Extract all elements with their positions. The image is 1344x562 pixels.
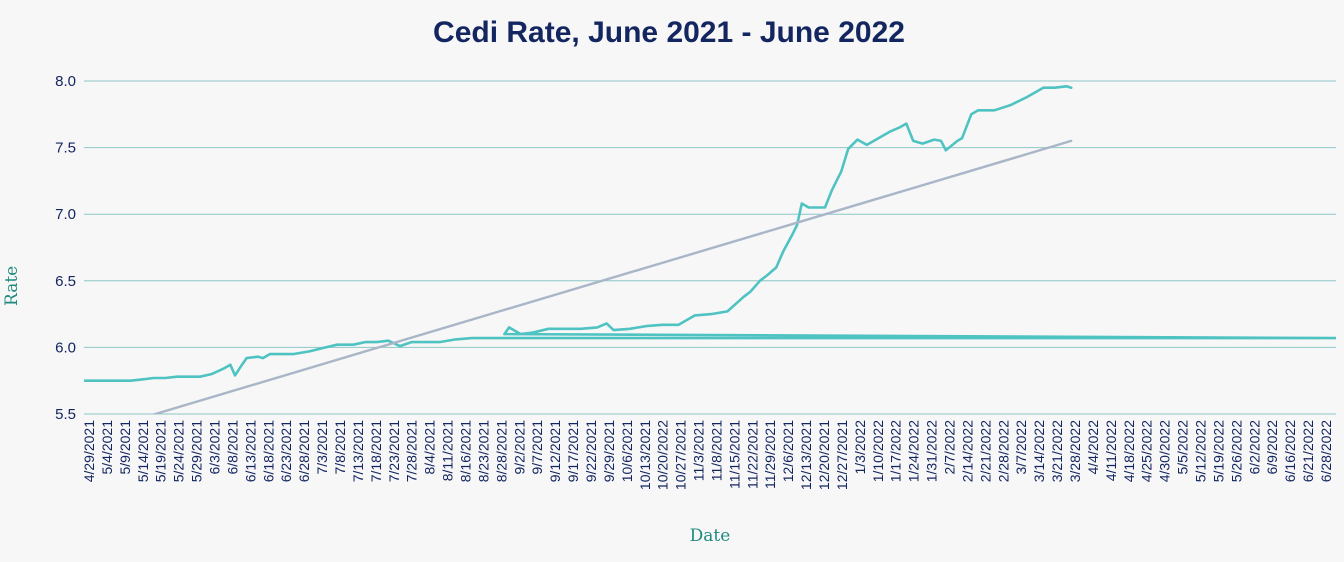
plot-area <box>84 85 1336 414</box>
x-tick-label: 4/29/2021 <box>81 420 97 482</box>
rate-series-line <box>84 85 1336 383</box>
x-tick-label: 5/26/2022 <box>1228 420 1244 482</box>
x-tick-label: 4/25/2022 <box>1139 420 1155 482</box>
x-tick-label: 12/20/2021 <box>816 420 832 490</box>
x-tick-label: 4/11/2022 <box>1103 420 1119 481</box>
x-tick-label: 1/10/2022 <box>870 420 886 482</box>
x-tick-label: 9/22/2021 <box>583 420 599 482</box>
y-tick-label: 8.0 <box>55 73 76 90</box>
x-tick-label: 6/23/2021 <box>278 420 294 482</box>
x-tick-label: 6/13/2021 <box>242 420 258 482</box>
y-tick-label: 6.5 <box>55 273 76 290</box>
x-tick-label: 5/5/2022 <box>1175 420 1191 475</box>
x-tick-label: 4/30/2022 <box>1157 420 1173 482</box>
x-tick-label: 6/2/2022 <box>1246 420 1262 475</box>
x-tick-label: 7/18/2021 <box>368 420 384 482</box>
x-tick-label: 9/29/2021 <box>601 420 617 482</box>
x-tick-label: 3/7/2022 <box>1013 420 1029 475</box>
x-tick-label: 2/7/2022 <box>942 420 958 475</box>
x-tick-label: 6/9/2022 <box>1264 420 1280 475</box>
x-tick-label: 6/3/2021 <box>207 420 223 475</box>
x-tick-label: 8/11/2021 <box>440 420 456 481</box>
x-tick-label: 12/27/2021 <box>834 420 850 490</box>
x-tick-label: 1/17/2022 <box>888 420 904 482</box>
x-tick-label: 7/13/2021 <box>350 420 366 482</box>
x-tick-label: 1/3/2022 <box>852 420 868 475</box>
x-tick-label: 11/29/2021 <box>762 420 778 489</box>
y-tick-label: 7.0 <box>55 206 76 223</box>
x-tick-label: 11/3/2021 <box>691 420 707 481</box>
x-tick-label: 10/13/2021 <box>637 420 653 490</box>
x-tick-label: 9/17/2021 <box>565 420 581 482</box>
x-tick-label: 5/9/2021 <box>117 420 133 475</box>
x-tick-label: 5/19/2021 <box>153 420 169 482</box>
x-tick-label: 5/4/2021 <box>99 420 115 475</box>
x-tick-label: 8/28/2021 <box>493 420 509 482</box>
x-tick-label: 1/24/2022 <box>906 420 922 482</box>
x-tick-label: 6/21/2022 <box>1300 420 1316 482</box>
x-tick-label: 5/12/2022 <box>1193 420 1209 482</box>
gridlines <box>84 80 1336 415</box>
x-tick-label: 10/6/2021 <box>619 420 635 482</box>
x-tick-label: 10/20/2022 <box>655 420 671 490</box>
x-tick-label: 6/18/2021 <box>260 420 276 482</box>
x-tick-label: 2/14/2022 <box>959 420 975 482</box>
x-tick-label: 9/12/2021 <box>547 420 563 482</box>
y-tick-label: 5.5 <box>55 406 76 423</box>
x-tick-label: 9/7/2021 <box>529 420 545 475</box>
x-tick-label: 11/22/2021 <box>744 420 760 489</box>
chart-title: Cedi Rate, June 2021 - June 2022 <box>433 16 905 49</box>
x-tick-label: 8/16/2021 <box>458 420 474 482</box>
y-axis-ticks: 5.5 6.0 6.5 7.0 7.5 8.0 <box>55 73 76 423</box>
x-tick-label: 12/6/2021 <box>780 420 796 482</box>
y-tick-label: 7.5 <box>55 140 76 157</box>
y-tick-label: 6.0 <box>55 339 76 356</box>
x-tick-label: 2/28/2022 <box>995 420 1011 482</box>
x-tick-label: 11/8/2021 <box>709 420 725 481</box>
x-tick-label: 1/31/2022 <box>924 420 940 482</box>
x-tick-label: 2/21/2022 <box>977 420 993 482</box>
x-tick-label: 7/8/2021 <box>332 420 348 475</box>
trendline <box>151 139 1073 414</box>
x-axis-ticks: 4/29/2021 5/4/2021 5/9/2021 5/14/2021 5/19/2… <box>81 420 1334 490</box>
x-tick-label: 5/19/2022 <box>1210 420 1226 482</box>
x-tick-label: 4/4/2022 <box>1085 420 1101 475</box>
x-axis-title: Date <box>689 526 731 546</box>
x-tick-label: 5/29/2021 <box>189 420 205 482</box>
x-tick-label: 3/28/2022 <box>1067 420 1083 482</box>
x-tick-label: 6/28/2022 <box>1318 420 1334 482</box>
x-tick-label: 12/13/2021 <box>798 420 814 490</box>
x-tick-label: 8/23/2021 <box>475 420 491 482</box>
x-tick-label: 6/8/2021 <box>224 420 240 475</box>
x-tick-label: 6/28/2021 <box>296 420 312 482</box>
x-tick-label: 3/14/2022 <box>1031 420 1047 482</box>
x-tick-label: 8/4/2021 <box>422 420 438 475</box>
x-tick-label: 11/15/2021 <box>726 420 742 489</box>
x-tick-label: 7/3/2021 <box>314 420 330 475</box>
x-tick-label: 7/23/2021 <box>386 420 402 482</box>
x-tick-label: 5/24/2021 <box>171 420 187 482</box>
x-tick-label: 9/2/2021 <box>511 420 527 475</box>
x-tick-label: 4/18/2022 <box>1121 420 1137 482</box>
x-tick-label: 7/28/2021 <box>404 420 420 482</box>
x-tick-label: 10/27/2021 <box>673 420 689 490</box>
x-tick-label: 3/21/2022 <box>1049 420 1065 482</box>
x-tick-label: 5/14/2021 <box>135 420 151 482</box>
x-tick-label: 6/16/2022 <box>1282 420 1298 482</box>
